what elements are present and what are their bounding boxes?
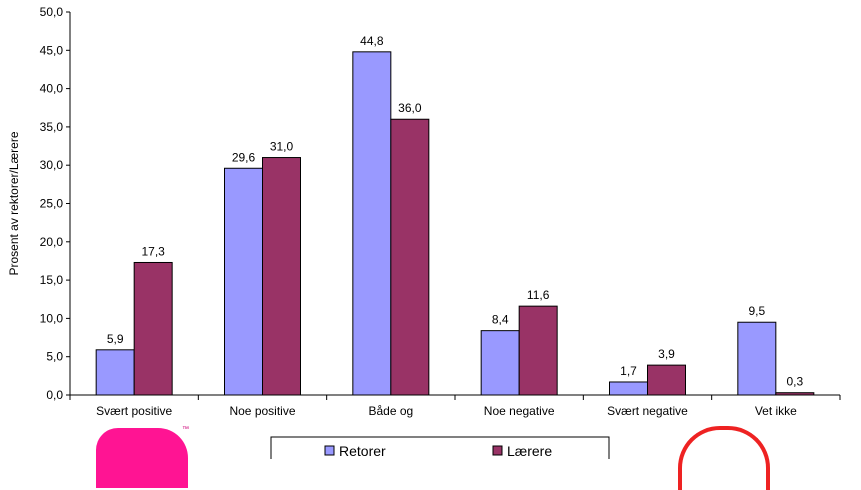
legend-label: Retorer (339, 443, 386, 459)
y-axis-title: Prosent av rektorer/Lærere (7, 131, 21, 275)
bar-lærere (262, 157, 301, 396)
x-category-label: Svært positive (96, 404, 172, 418)
bar-retorer (609, 381, 648, 396)
legend-box (270, 436, 610, 459)
bar-value-label: 0,3 (786, 375, 803, 389)
x-axis: Svært positive Noe positive Både og Noe neg… (69, 394, 841, 418)
y-tick-label: 40,0 (40, 82, 64, 96)
bars (95, 51, 815, 396)
y-tick-label: 5,0 (46, 350, 63, 364)
bar-retorer (737, 321, 777, 396)
bar-lærere (133, 261, 173, 396)
bar-retorer (480, 330, 520, 396)
bar-value-label: 8,4 (492, 313, 509, 327)
bar-lærere (647, 364, 686, 396)
y-tick-label: 45,0 (40, 43, 64, 57)
bar-value-label: 1,7 (620, 364, 637, 378)
bar-lærere (518, 305, 558, 396)
bar-lærere (390, 118, 430, 396)
y-axis: 0,0 5,0 10,0 15,0 20,0 25,0 30,0 35,0 40,0 45,0 50… (40, 5, 71, 402)
data-labels: 5,9 29,6 44,8 8,4 1,7 9,5 17,3 31,0 36,0 11,6 3,9 0… (107, 34, 804, 389)
legend-label: Lærere (507, 443, 552, 459)
bar-value-label: 11,6 (527, 288, 550, 302)
bar-value-label: 36,0 (398, 101, 422, 115)
y-tick-label: 10,0 (40, 311, 64, 325)
x-category-label: Noe negative (484, 404, 555, 418)
bar-retorer (95, 349, 135, 396)
bar-chart: 0,0 5,0 10,0 15,0 20,0 25,0 30,0 35,0 40,0 45,0 50… (7, 5, 841, 459)
bar-value-label: 44,8 (360, 34, 384, 48)
x-category-label: Noe positive (229, 404, 295, 418)
pink-logo-fragment (96, 428, 188, 488)
y-tick-label: 15,0 (40, 273, 64, 287)
trademark-mark: ™ (182, 426, 189, 433)
legend-swatch (324, 445, 335, 456)
legend: Retorer Lærere (270, 436, 610, 459)
y-tick-label: 20,0 (40, 235, 64, 249)
x-category-label: Vet ikke (755, 404, 797, 418)
bar-value-label: 31,0 (270, 140, 294, 154)
bar-value-label: 17,3 (141, 244, 165, 258)
bar-value-label: 29,6 (232, 150, 256, 164)
bar-value-label: 5,9 (107, 332, 124, 346)
bar-value-label: 3,9 (658, 347, 675, 361)
y-tick-label: 50,0 (40, 5, 64, 19)
red-logo-fragment (678, 426, 770, 490)
y-tick-label: 25,0 (40, 197, 64, 211)
y-tick-label: 0,0 (46, 388, 63, 402)
legend-swatch (492, 445, 503, 456)
bar-retorer (224, 167, 263, 396)
x-category-label: Både og (368, 404, 413, 418)
bar-value-label: 9,5 (748, 304, 765, 318)
x-category-label: Svært negative (607, 404, 688, 418)
bar-lærere (775, 392, 815, 396)
y-tick-label: 35,0 (40, 120, 64, 134)
bar-retorer (352, 51, 392, 396)
y-tick-label: 30,0 (40, 158, 64, 172)
